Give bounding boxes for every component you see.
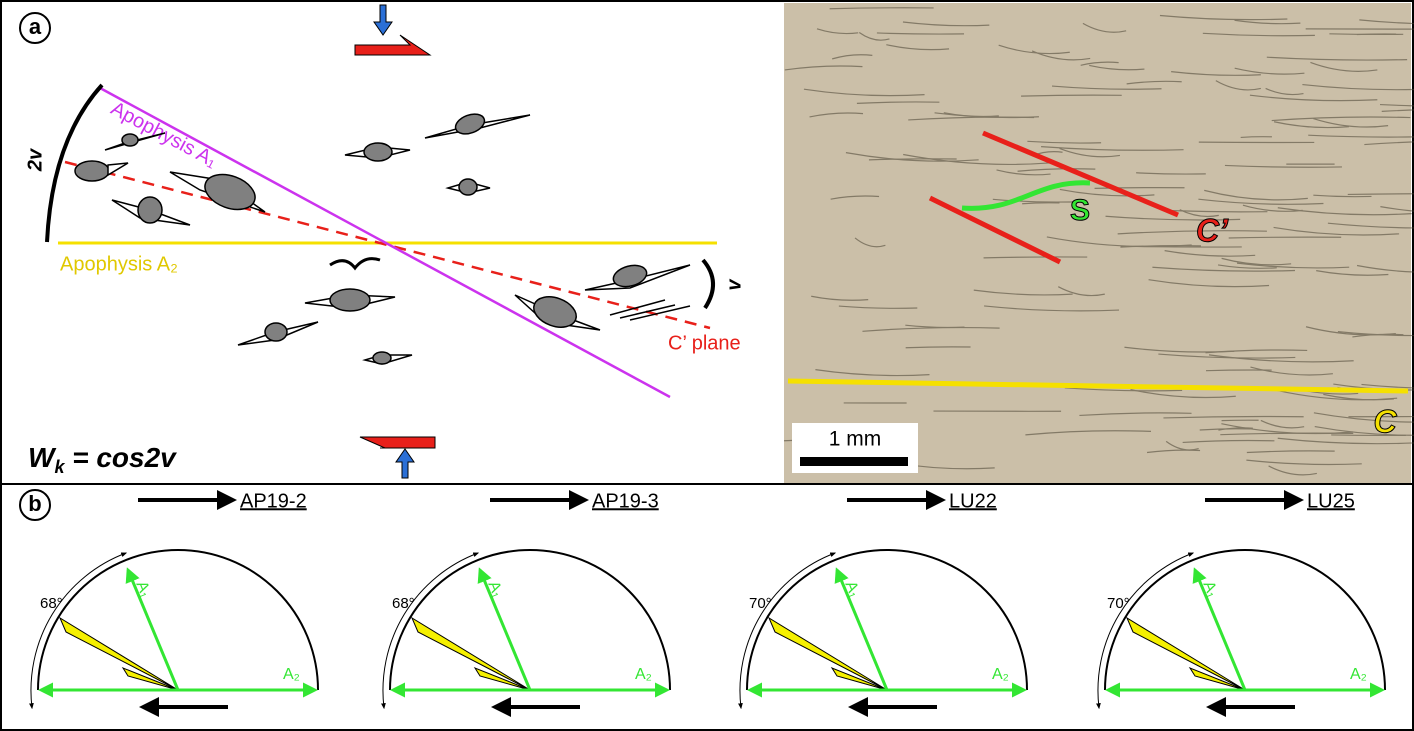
a2-label: A₂ (992, 666, 1009, 683)
sample-label: AP19-3 (592, 490, 659, 512)
angle-label: 70° (749, 595, 772, 612)
a2-label: A₂ (1350, 666, 1367, 683)
foliation (1348, 194, 1414, 195)
figure: a 2v v Apophysis A₁ Apophysis A₂ C’ plan… (0, 0, 1414, 731)
photo (784, 3, 1411, 483)
angle-label: v (723, 278, 745, 291)
sample-label: LU22 (949, 490, 997, 512)
a2-label: A₂ (283, 666, 300, 683)
foliation (1357, 34, 1396, 35)
panel-label: b (28, 491, 41, 516)
foliation (1206, 370, 1272, 371)
angle-label: 70° (1107, 595, 1130, 612)
panel-label: a (29, 14, 42, 39)
sample-label: LU25 (1307, 490, 1355, 512)
angle-label: 2v (24, 147, 46, 172)
c-prime-plane-label: C’ plane (668, 332, 741, 354)
s-label: S (1070, 194, 1090, 227)
sample-label: AP19-2 (240, 490, 307, 512)
angle-label: 68° (40, 595, 63, 612)
c-label: C (1373, 403, 1397, 439)
a2-label: A₂ (635, 666, 652, 683)
scale-bar (800, 457, 908, 466)
wk-formula: Wk = cos2v (28, 442, 177, 476)
apophysis-a2-label: Apophysis A₂ (60, 253, 178, 275)
micrograph: S C’ C 1 mm (784, 3, 1414, 483)
c-prime-label: C’ (1196, 212, 1229, 248)
angle-label: 68° (392, 595, 415, 612)
scale-bar-label: 1 mm (829, 428, 882, 451)
